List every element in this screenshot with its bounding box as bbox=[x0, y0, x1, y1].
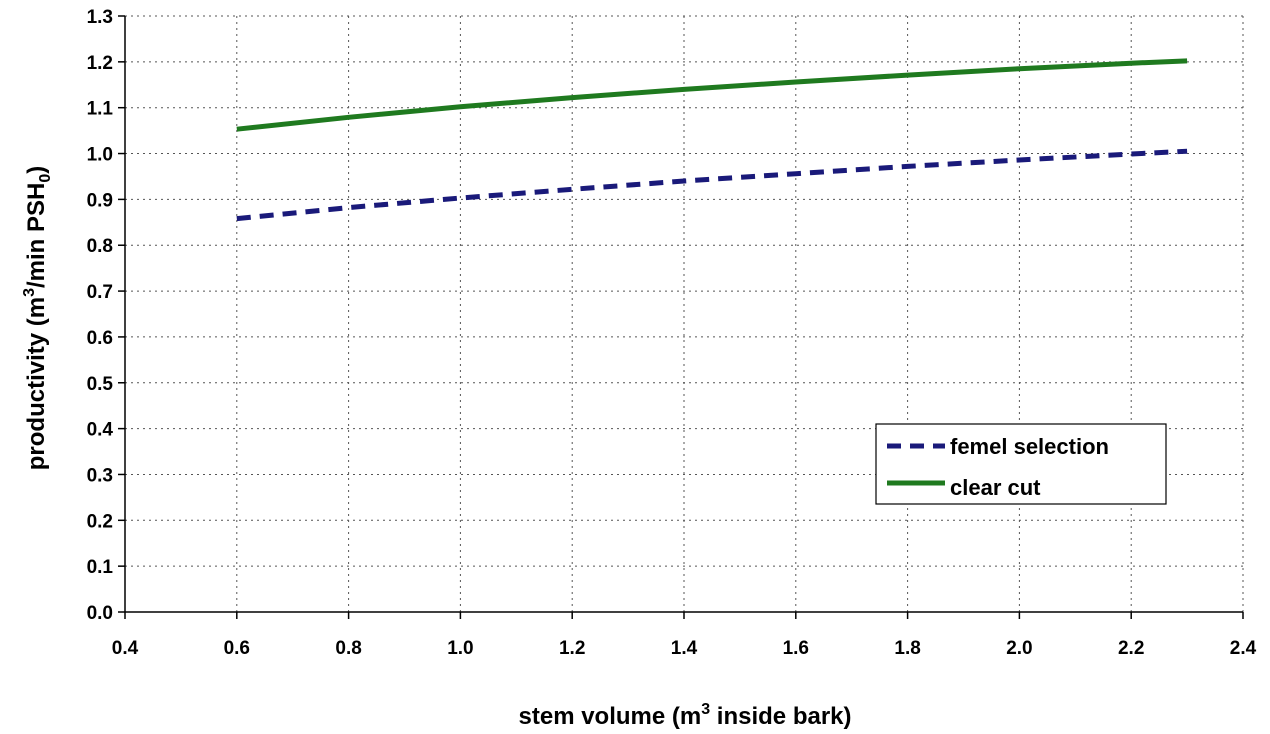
legend-label-clear-cut: clear cut bbox=[950, 475, 1041, 500]
x-tick-label: 2.0 bbox=[1006, 638, 1032, 659]
x-tick-label: 2.2 bbox=[1118, 638, 1144, 659]
y-tick-label: 0.4 bbox=[87, 420, 114, 441]
y-tick-label: 0.5 bbox=[87, 374, 114, 395]
x-tick-label: 1.8 bbox=[894, 638, 920, 659]
y-tick-labels: 0.0 0.1 0.2 0.3 0.4 0.5 0.6 0.7 0.8 0.9 1.0 1.1 1.2 1… bbox=[87, 7, 114, 624]
x-tick-label: 0.8 bbox=[335, 638, 361, 659]
y-tick-label: 0.1 bbox=[87, 557, 114, 578]
y-tick-label: 0.7 bbox=[87, 282, 113, 303]
y-tick-label: 0.0 bbox=[87, 603, 113, 624]
y-tick-label: 0.2 bbox=[87, 511, 113, 532]
tick-marks bbox=[118, 15, 1244, 619]
x-tick-label: 2.4 bbox=[1230, 638, 1257, 659]
y-tick-label: 1.1 bbox=[87, 99, 114, 120]
y-tick-label: 0.8 bbox=[87, 236, 113, 257]
x-tick-label: 0.4 bbox=[112, 638, 139, 659]
y-tick-label: 0.3 bbox=[87, 465, 113, 486]
x-tick-label: 1.4 bbox=[671, 638, 698, 659]
legend: femel selection clear cut bbox=[875, 423, 1167, 505]
x-tick-label: 1.2 bbox=[559, 638, 585, 659]
x-axis-title: stem volume (m3 inside bark) bbox=[519, 701, 852, 730]
series-line-clear-cut bbox=[236, 58, 1188, 132]
legend-box bbox=[875, 423, 1167, 505]
series-line-femel-selection bbox=[236, 148, 1188, 222]
legend-label-femel-selection: femel selection bbox=[950, 434, 1109, 459]
y-tick-label: 1.2 bbox=[87, 53, 113, 74]
x-tick-label: 0.6 bbox=[224, 638, 250, 659]
y-tick-label: 0.9 bbox=[87, 190, 113, 211]
x-tick-labels: 0.4 0.6 0.8 1.0 1.2 1.4 1.6 1.8 2.0 2.2 2.4 bbox=[112, 638, 1257, 659]
axes bbox=[124, 16, 1243, 613]
y-tick-label: 1.3 bbox=[87, 7, 113, 28]
y-axis-title: productivity (m3/min PSH0) bbox=[21, 166, 54, 471]
y-tick-label: 0.6 bbox=[87, 328, 113, 349]
grid-lines bbox=[125, 15, 1244, 612]
x-tick-label: 1.6 bbox=[783, 638, 809, 659]
x-tick-label: 1.0 bbox=[447, 638, 473, 659]
series-lines bbox=[236, 58, 1188, 222]
y-tick-label: 1.0 bbox=[87, 145, 113, 166]
